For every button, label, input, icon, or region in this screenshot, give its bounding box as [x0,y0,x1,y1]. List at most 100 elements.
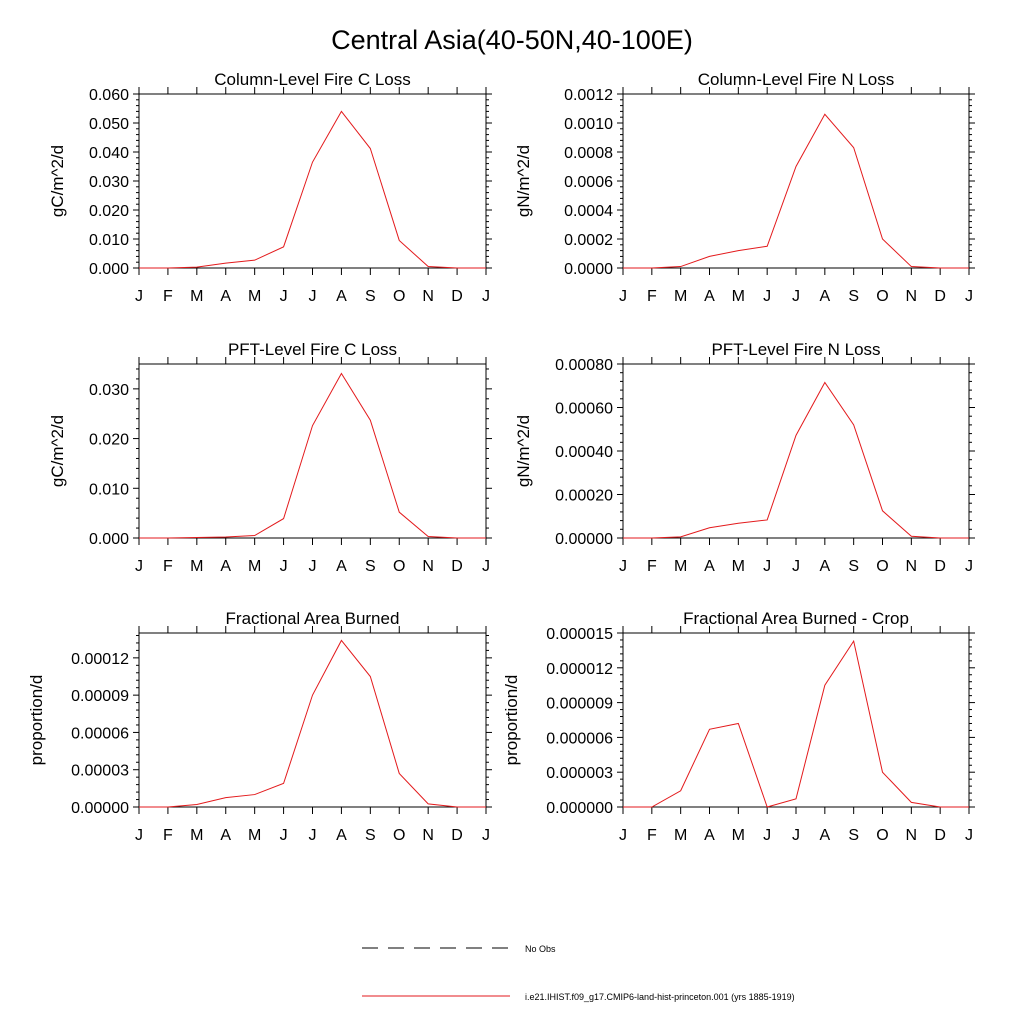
series-line [139,639,486,808]
x-tick-label: J [280,288,288,305]
x-tick-label: F [163,827,173,844]
x-tick-label: J [280,558,288,575]
x-tick-label: M [248,827,261,844]
x-tick-label: F [163,288,173,305]
y-axis-label: gN/m^2/d [514,145,533,217]
x-tick-label: J [763,827,771,844]
y-tick-label: 0.000012 [546,661,613,678]
x-tick-label: J [482,288,490,305]
y-tick-label: 0.030 [89,174,129,191]
x-tick-label: D [934,288,946,305]
x-tick-label: S [365,827,376,844]
y-tick-label: 0.0006 [564,174,613,191]
y-tick-label: 0.000 [89,261,129,278]
x-tick-label: J [309,558,317,575]
plot-frame [622,632,970,808]
x-tick-label: M [674,827,687,844]
plot-frame [622,363,970,539]
x-tick-label: D [451,827,463,844]
chart-panel-6: Fractional Area Burned - Crop proportion/… [502,609,975,844]
x-tick-label: S [848,558,859,575]
x-tick-label: J [135,558,143,575]
chart-panel-3: PFT-Level Fire C Loss gC/m^2/d 0.000 0.010 0… [48,340,492,575]
y-axis-label: proportion/d [502,675,521,766]
x-tick-label: S [365,558,376,575]
x-tick-label: J [763,558,771,575]
x-tick-label: A [336,288,347,305]
plot-frame [138,363,487,539]
plot-frame [138,93,487,269]
y-tick-label: 0.0012 [564,87,613,104]
y-tick-label: 0.00060 [555,401,613,418]
legend-label-model: i.e21.IHIST.f09_g17.CMIP6-land-hist-prin… [525,992,795,1002]
x-tick-label: O [393,558,405,575]
y-tick-label: 0.0000 [564,261,613,278]
x-tick-label: A [819,288,830,305]
x-tick-label: M [732,558,745,575]
y-tick-label: 0.00012 [71,651,129,668]
x-tick-label: M [248,558,261,575]
x-tick-label: J [619,827,627,844]
y-tick-label: 0.000006 [546,730,613,747]
x-tick-label: J [619,558,627,575]
panel-title: Column-Level Fire C Loss [214,70,411,89]
x-tick-label: J [965,558,973,575]
x-tick-label: S [848,288,859,305]
x-tick-label: J [482,827,490,844]
x-tick-label: M [190,558,203,575]
y-axis-label: proportion/d [27,675,46,766]
x-tick-label: O [876,827,888,844]
y-tick-label: 0.000 [89,531,129,548]
y-tick-label: 0.00009 [71,688,129,705]
y-axis-label: gN/m^2/d [514,415,533,487]
plot-frame [138,632,487,808]
x-tick-label: O [876,558,888,575]
series-line [139,110,486,269]
y-tick-label: 0.060 [89,87,129,104]
y-tick-label: 0.040 [89,145,129,162]
x-tick-label: J [619,288,627,305]
y-tick-label: 0.00003 [71,763,129,780]
y-tick-label: 0.000000 [546,800,613,817]
x-tick-label: A [220,558,231,575]
x-tick-label: M [248,288,261,305]
x-tick-label: J [792,827,800,844]
x-tick-label: A [220,288,231,305]
y-tick-label: 0.00000 [555,531,613,548]
legend: No Obs i.e21.IHIST.f09_g17.CMIP6-land-hi… [362,944,795,1002]
x-tick-label: A [220,827,231,844]
x-tick-label: S [848,827,859,844]
panel-title: Fractional Area Burned - Crop [683,609,909,628]
x-tick-label: D [934,558,946,575]
x-tick-label: M [732,288,745,305]
x-tick-label: J [309,288,317,305]
x-tick-label: F [647,827,657,844]
y-tick-label: 0.020 [89,432,129,449]
y-tick-label: 0.000009 [546,696,613,713]
x-tick-label: S [365,288,376,305]
x-tick-label: A [336,558,347,575]
x-tick-label: A [704,827,715,844]
x-tick-label: N [906,558,918,575]
y-tick-label: 0.050 [89,116,129,133]
x-tick-label: O [393,827,405,844]
figure-title: Central Asia(40-50N,40-100E) [331,25,693,55]
x-tick-label: N [422,827,434,844]
chart-panel-2: Column-Level Fire N Loss gN/m^2/d 0.0000 0.… [514,70,975,305]
y-tick-label: 0.010 [89,232,129,249]
x-tick-label: J [965,288,973,305]
y-tick-label: 0.00006 [71,725,129,742]
x-tick-label: M [190,827,203,844]
x-tick-label: N [906,827,918,844]
y-axis-label: gC/m^2/d [48,415,67,487]
x-tick-label: J [792,288,800,305]
panel-title: PFT-Level Fire N Loss [711,340,880,359]
x-tick-label: F [163,558,173,575]
x-tick-label: N [422,288,434,305]
panel-title: Column-Level Fire N Loss [698,70,895,89]
x-tick-label: F [647,558,657,575]
x-tick-label: D [451,288,463,305]
x-tick-label: J [482,558,490,575]
x-tick-label: N [906,288,918,305]
x-tick-label: D [451,558,463,575]
